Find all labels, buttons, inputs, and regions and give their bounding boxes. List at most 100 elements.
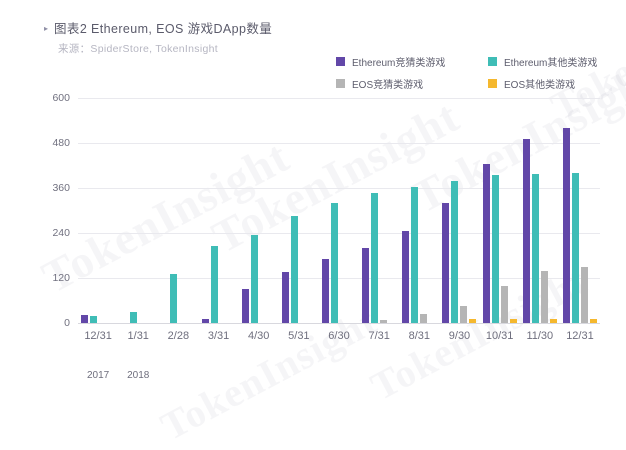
legend-swatch [336, 79, 345, 88]
bar[interactable] [130, 311, 138, 323]
bar[interactable] [500, 285, 508, 323]
bar[interactable] [531, 173, 539, 323]
bar-group [279, 98, 319, 323]
legend-label: EOS其他类游戏 [504, 80, 576, 91]
x-axis-tick-label: 4/30 [247, 330, 270, 342]
y-axis-labels: 0 120 240 360 480 600 [34, 92, 70, 329]
bar[interactable] [482, 163, 490, 323]
x-axis-tick-label: 2/28 [167, 330, 190, 342]
y-axis-tick-label: 240 [52, 227, 70, 239]
bar[interactable] [540, 270, 548, 323]
bar[interactable] [491, 174, 499, 323]
gridline [78, 233, 600, 234]
bar-group [158, 98, 198, 323]
x-axis-year-labels: 2017 2018 [78, 370, 600, 381]
y-axis-tick-label: 120 [52, 272, 70, 284]
x-axis-labels: 12/31 1/31 2/28 3/31 4/30 5/31 6/30 7/31 8/31 9/3… [78, 330, 600, 342]
legend-label: Ethereum竞猜类游戏 [352, 58, 446, 69]
gridline [78, 188, 600, 189]
bar[interactable] [81, 314, 89, 323]
bar[interactable] [460, 306, 468, 323]
bar[interactable] [522, 139, 530, 323]
bar[interactable] [362, 248, 370, 323]
x-axis-year-label [158, 370, 198, 381]
x-axis-tick-label: 12/31 [84, 330, 112, 342]
bar[interactable] [331, 203, 339, 323]
x-axis-tick-label: 10/31 [485, 330, 514, 342]
bar[interactable] [322, 259, 330, 323]
legend-item[interactable]: Ethereum其他类游戏 [488, 54, 626, 69]
legend-item[interactable]: EOS其他类游戏 [488, 76, 626, 91]
bar[interactable] [442, 203, 450, 323]
y-axis-tick-label: 480 [52, 137, 70, 149]
bar[interactable] [380, 320, 388, 323]
legend-item[interactable]: Ethereum竞猜类游戏 [336, 54, 488, 69]
bar[interactable] [210, 246, 218, 323]
legend-item[interactable]: EOS竞猜类游戏 [336, 76, 488, 91]
x-axis-year-label [279, 370, 319, 381]
bar[interactable] [420, 313, 428, 323]
bar-group [359, 98, 399, 323]
x-axis-year-label [319, 370, 359, 381]
legend-label: EOS竞猜类游戏 [352, 80, 424, 91]
x-axis-tick-label: 8/31 [408, 330, 431, 342]
bar[interactable] [549, 318, 557, 323]
bar-group [520, 98, 560, 323]
bar[interactable] [580, 266, 588, 323]
x-axis-line [78, 323, 600, 324]
bar[interactable] [411, 187, 419, 323]
x-axis-year-label: 2018 [127, 370, 150, 381]
x-axis-year-label [239, 370, 279, 381]
bar[interactable] [290, 216, 298, 323]
bar[interactable] [509, 318, 517, 323]
bar[interactable] [201, 319, 209, 323]
bar-group [439, 98, 479, 323]
bar[interactable] [241, 289, 249, 323]
legend-label: Ethereum其他类游戏 [504, 58, 598, 69]
gridline [78, 278, 600, 279]
plot-area [78, 98, 600, 324]
bar[interactable] [170, 274, 178, 323]
y-axis-tick-label: 600 [52, 92, 70, 104]
bar[interactable] [451, 181, 459, 323]
gridline [78, 143, 600, 144]
legend-swatch [336, 57, 345, 66]
bar[interactable] [571, 173, 579, 323]
x-axis-year-label [198, 370, 238, 381]
bar[interactable] [250, 234, 258, 323]
bar-group [239, 98, 279, 323]
bar[interactable] [90, 315, 98, 323]
x-axis-tick-label: 11/30 [526, 330, 554, 342]
chart-header: ▸ 图表2 Ethereum, EOS 游戏DApp数量 来源：SpiderSt… [44, 18, 272, 56]
x-axis-tick-label: 3/31 [207, 330, 230, 342]
x-axis-tick-label: 5/31 [288, 330, 310, 342]
x-axis-year-label [560, 370, 600, 381]
bar[interactable] [589, 318, 597, 323]
bar-group [480, 98, 520, 323]
bar[interactable] [371, 192, 379, 323]
bar-group [78, 98, 118, 323]
bar[interactable] [469, 319, 477, 323]
bar-group [118, 98, 158, 323]
chart-legend: Ethereum竞猜类游戏 Ethereum其他类游戏 EOS竞猜类游戏 EOS其他类… [336, 54, 626, 91]
triangle-right-icon: ▸ [44, 24, 49, 33]
bar-group [399, 98, 439, 323]
bar-group [560, 98, 600, 323]
x-axis-year-label [359, 370, 399, 381]
x-axis-tick-label: 9/30 [448, 330, 471, 342]
y-axis-tick-label: 0 [64, 317, 70, 329]
x-axis-tick-label: 1/31 [127, 330, 149, 342]
bar[interactable] [281, 272, 289, 323]
x-axis-year-label [439, 370, 479, 381]
x-axis-year-label [520, 370, 560, 381]
x-axis-year-label: 2017 [86, 370, 110, 381]
x-axis-year-label [480, 370, 520, 381]
legend-swatch [488, 57, 497, 66]
title-row: ▸ 图表2 Ethereum, EOS 游戏DApp数量 [44, 18, 272, 37]
bar[interactable] [402, 231, 410, 323]
legend-swatch [488, 79, 497, 88]
bar[interactable] [562, 128, 570, 323]
bar-group [198, 98, 238, 323]
y-axis-tick-label: 360 [52, 182, 70, 194]
gridline [78, 98, 600, 99]
